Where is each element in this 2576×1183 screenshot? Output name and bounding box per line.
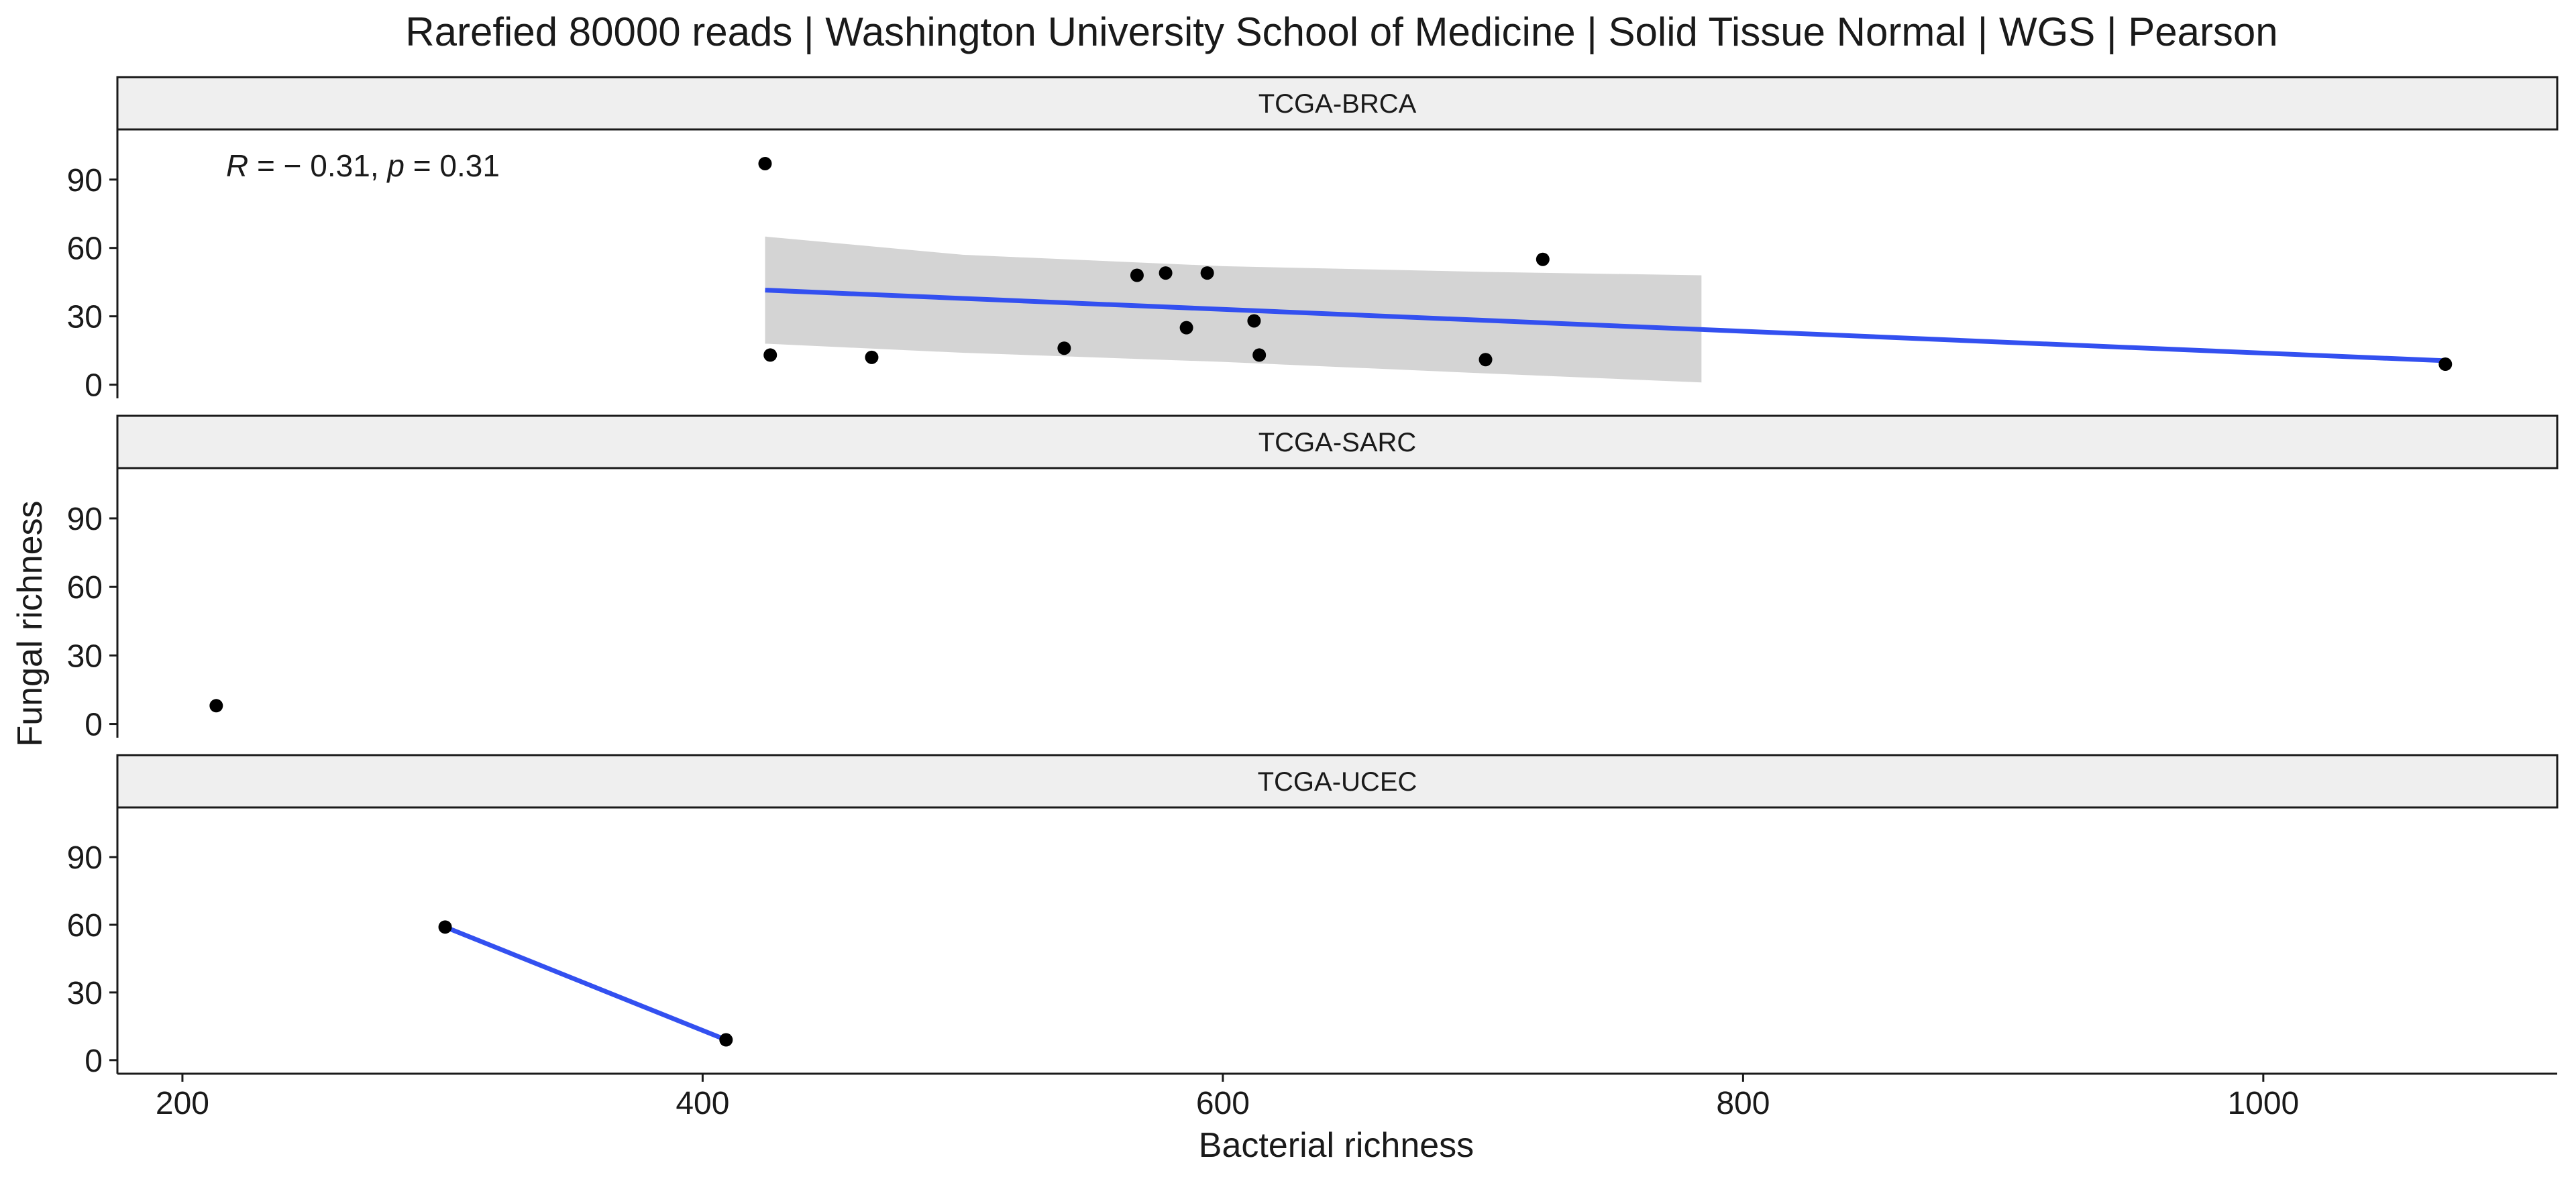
y-tick-label: 0 <box>85 1044 103 1079</box>
regression-line <box>444 925 727 1042</box>
data-point <box>209 699 223 713</box>
data-point <box>1536 252 1550 266</box>
y-tick-label: 60 <box>67 231 103 267</box>
y-tick-label: 60 <box>67 908 103 944</box>
y-tick-label: 30 <box>67 300 103 335</box>
data-point <box>1252 348 1267 362</box>
facet-strip-label: TCGA-BRCA <box>1258 89 1417 119</box>
data-point <box>1247 314 1261 328</box>
facet-strip <box>116 414 2559 469</box>
data-point <box>1479 353 1493 367</box>
x-tick-label: 1000 <box>2227 1086 2299 1121</box>
y-tick-label: 0 <box>85 708 103 743</box>
facet-strip <box>116 754 2559 809</box>
facet-strip-label: TCGA-UCEC <box>1258 767 1417 797</box>
facet-strip <box>116 76 2559 131</box>
x-axis-title: Bacterial richness <box>1199 1126 1474 1165</box>
facet-panel-tcga-ucec: TCGA-UCEC 0 30 60 90 <box>67 754 2559 1079</box>
y-tick-label: 0 <box>85 368 103 404</box>
data-point <box>2438 357 2453 372</box>
data-point <box>1130 268 1144 282</box>
data-point <box>758 156 772 170</box>
data-point <box>763 348 777 362</box>
y-tick-label: 90 <box>67 840 103 876</box>
y-tick-label: 60 <box>67 570 103 606</box>
chart-title: Rarefied 80000 reads | Washington Univer… <box>405 9 2277 54</box>
data-point <box>1159 266 1173 280</box>
facet-panel-tcga-sarc: TCGA-SARC 0 30 60 90 <box>67 414 2559 743</box>
x-tick-label: 200 <box>156 1086 209 1121</box>
data-point <box>1200 266 1214 280</box>
x-tick-label: 600 <box>1196 1086 1250 1121</box>
data-point <box>1179 321 1193 335</box>
y-tick-label: 90 <box>67 502 103 537</box>
y-tick-label: 30 <box>67 976 103 1011</box>
y-axis-title: Fungal richness <box>11 500 50 746</box>
correlation-annotation: R = − 0.31, p = 0.31 <box>226 148 500 183</box>
data-point <box>1057 341 1071 355</box>
y-tick-label: 30 <box>67 638 103 674</box>
facet-strip-label: TCGA-SARC <box>1258 428 1417 457</box>
data-point <box>865 350 879 364</box>
x-tick-label: 800 <box>1716 1086 1770 1121</box>
x-tick-label: 400 <box>676 1086 729 1121</box>
y-tick-label: 90 <box>67 163 103 199</box>
data-point <box>719 1033 733 1047</box>
regression-line <box>765 288 2446 363</box>
data-point <box>438 920 452 934</box>
x-axis: 200 400 600 800 1000 <box>117 1072 2557 1121</box>
facet-panel-tcga-brca: TCGA-BRCA 0 30 60 90 R = − 0.31, p = 0.31 <box>67 76 2559 404</box>
